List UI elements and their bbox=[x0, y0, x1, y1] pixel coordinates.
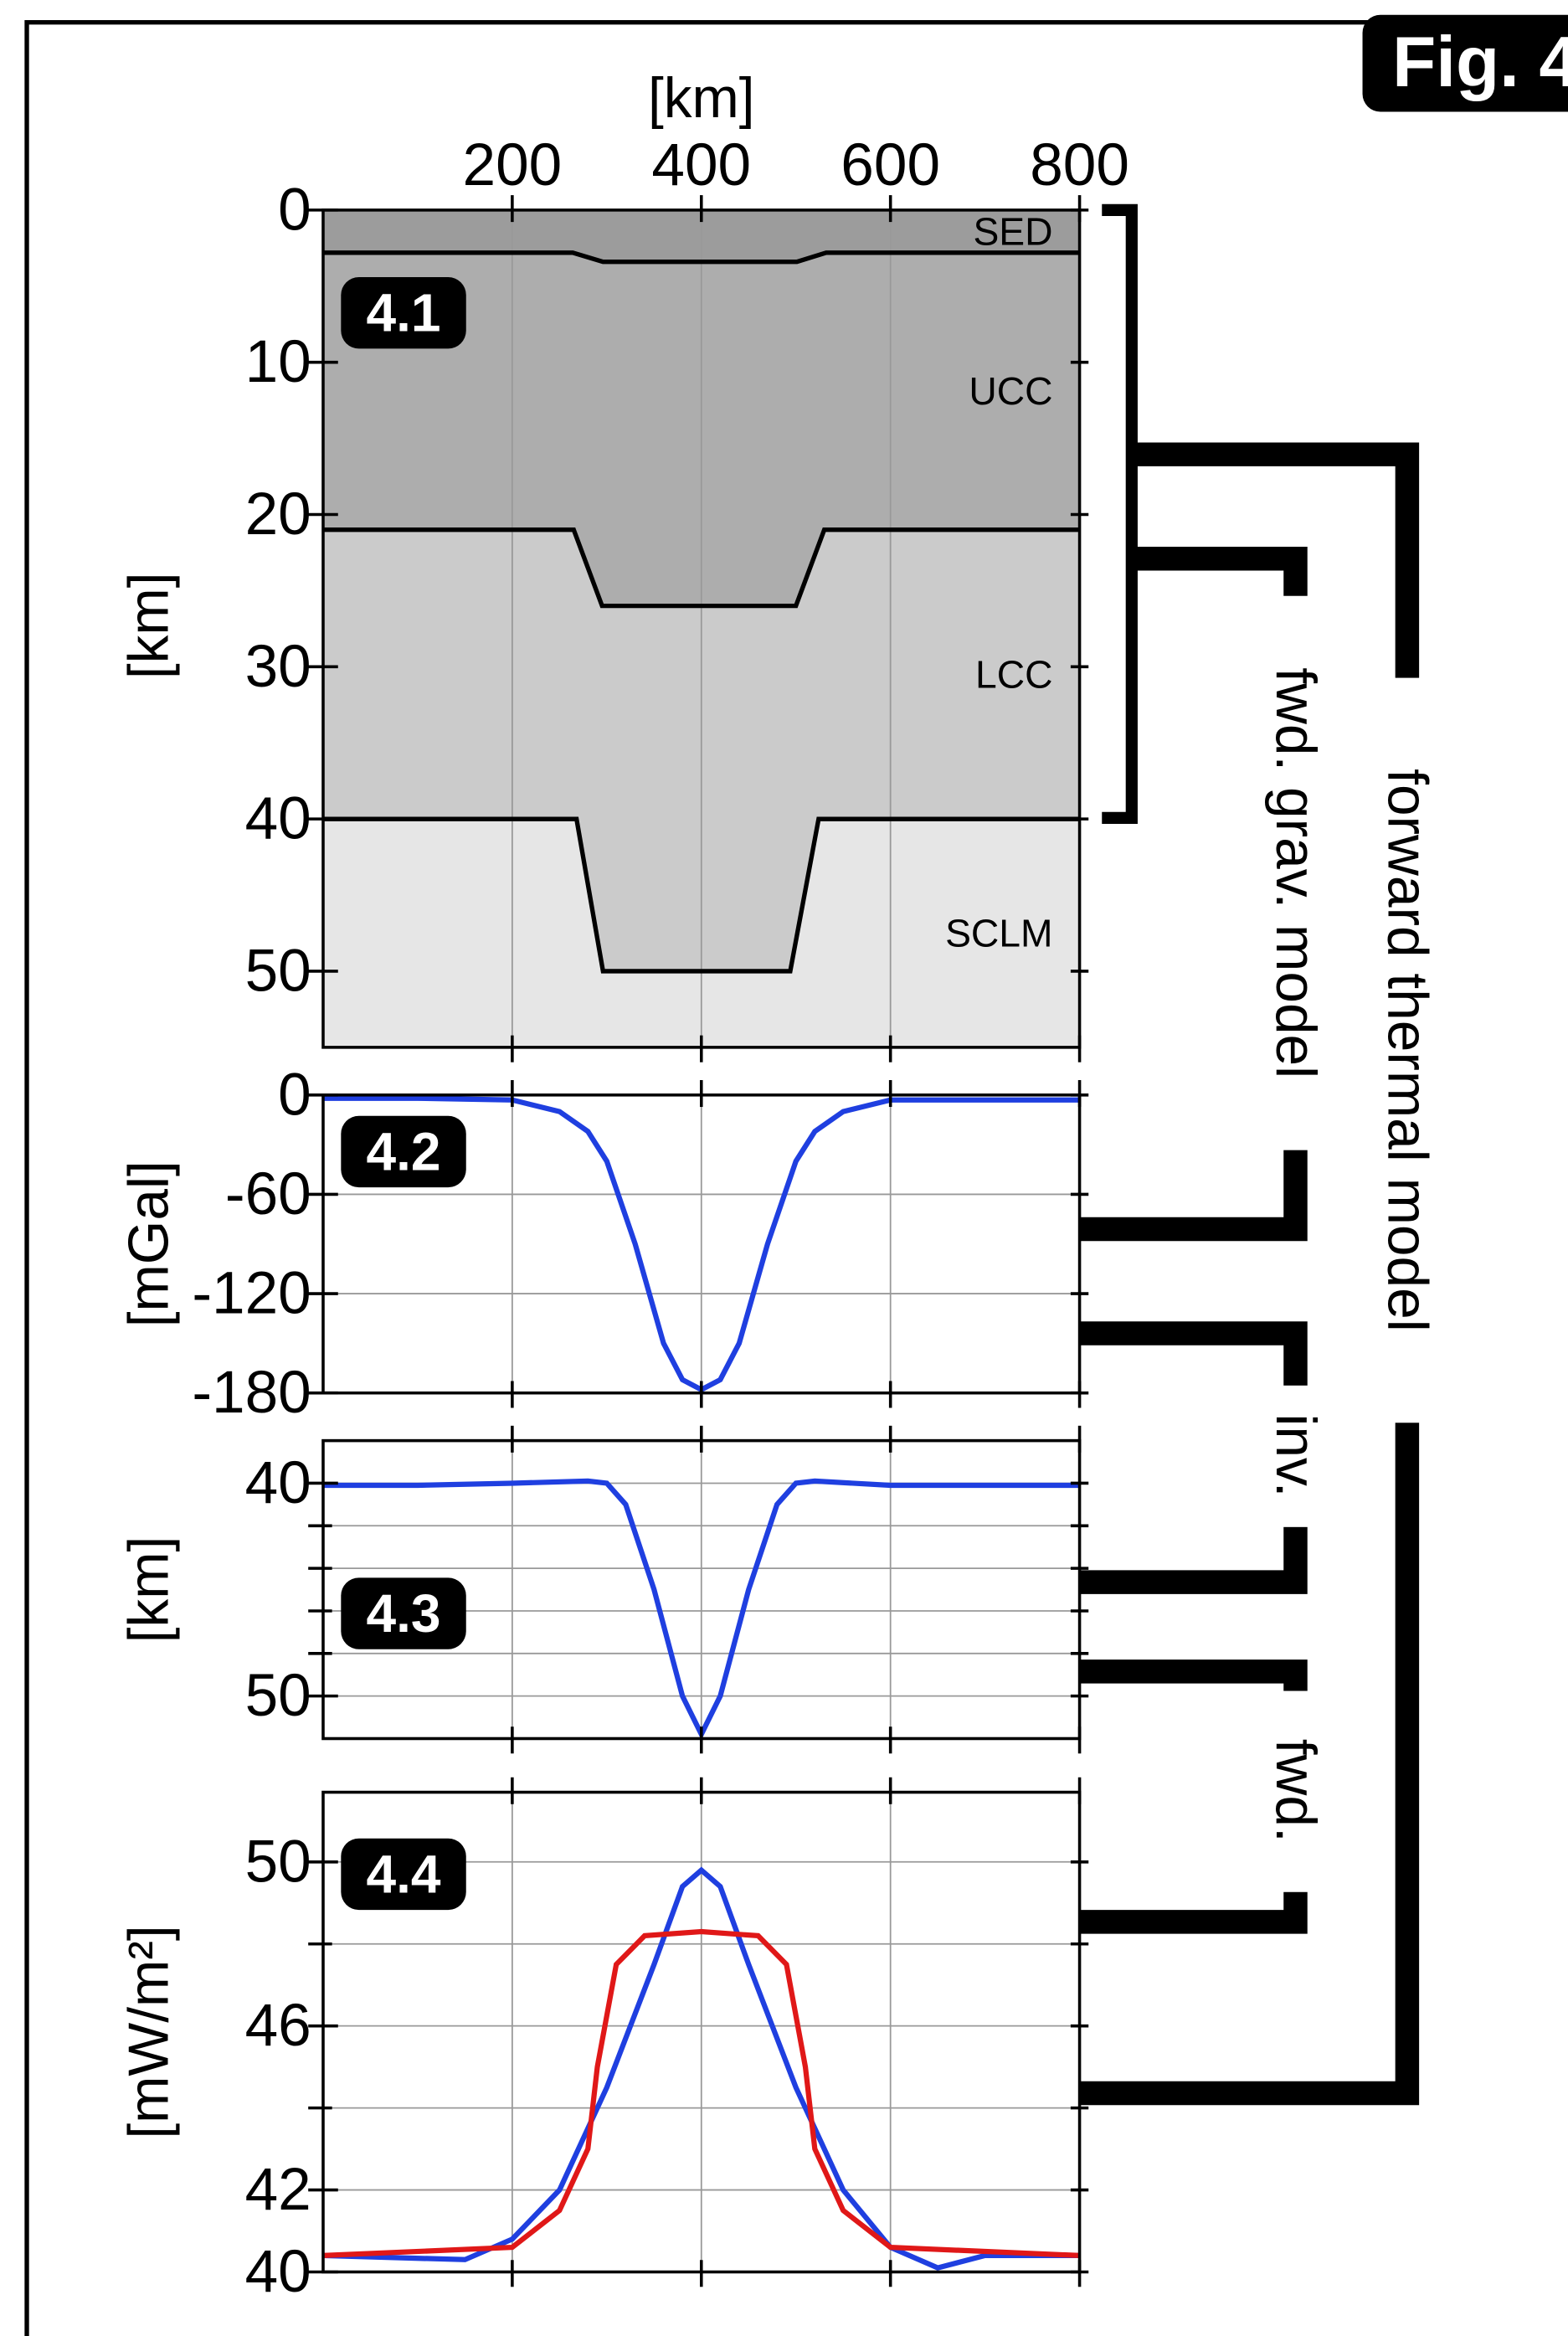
layer-label: SED bbox=[973, 209, 1052, 253]
y-axis-label: [mW/m²] bbox=[117, 1925, 180, 2138]
layer-label: UCC bbox=[969, 369, 1052, 413]
y-tick-label: 50 bbox=[245, 1663, 311, 1729]
y-tick-label: 40 bbox=[245, 1450, 311, 1516]
panel-badge bbox=[341, 1577, 466, 1649]
y-tick-label: 46 bbox=[245, 1993, 311, 2059]
data-line bbox=[322, 1928, 1080, 2259]
y-tick-label: 50 bbox=[245, 938, 311, 1004]
label-back bbox=[1264, 595, 1327, 1150]
y-axis-label: [km] bbox=[117, 1536, 180, 1644]
panel: 40 42 46 50 4.4 [mW/m²] bbox=[117, 1777, 1089, 2305]
annotation: fwd. bbox=[1264, 1739, 1327, 1843]
data-line bbox=[322, 1478, 1080, 1741]
panel-badge bbox=[341, 1115, 466, 1188]
bracket bbox=[1102, 203, 1138, 824]
y-tick-label: 0 bbox=[278, 177, 311, 243]
y-tick-label: 40 bbox=[245, 2239, 311, 2305]
arrow-line bbox=[1027, 442, 1420, 2106]
panel: 0 -60 -120 -180 4.2 [mGal] bbox=[117, 1062, 1089, 1426]
annotation: fwd. grav. model bbox=[1264, 667, 1327, 1078]
data-line bbox=[322, 1866, 1080, 2271]
y-tick-label: 30 bbox=[245, 634, 311, 700]
label-back bbox=[1264, 1385, 1327, 1527]
frame bbox=[24, 20, 1568, 2336]
annotation: forward thermal model bbox=[1375, 769, 1438, 1332]
x-tick-label: 800 bbox=[1030, 132, 1129, 198]
label-backs bbox=[1264, 595, 1439, 1892]
y-tick-label: -180 bbox=[192, 1360, 311, 1426]
panel-label: 4.3 bbox=[367, 1583, 441, 1644]
label-back bbox=[1264, 1690, 1327, 1892]
y-tick-label: -60 bbox=[225, 1161, 311, 1227]
y-tick-label: 40 bbox=[245, 786, 311, 852]
panel: 200 400 600 800 0 10 20 30 40 50 SED UCC LCC SCLM [km]… bbox=[117, 67, 1129, 1063]
x-axis-label: [km] bbox=[648, 67, 755, 130]
layer-boundary bbox=[322, 816, 1080, 974]
panel-label: 4.4 bbox=[367, 1844, 441, 1904]
y-tick-label: 20 bbox=[245, 481, 311, 548]
layer-boundary bbox=[322, 527, 1080, 609]
plot-border bbox=[321, 1790, 1082, 2274]
x-tick-label: 600 bbox=[841, 132, 940, 198]
y-tick-label: 42 bbox=[245, 2157, 311, 2223]
figure-label: Fig. 4 bbox=[1392, 23, 1568, 102]
panel-label: 4.1 bbox=[367, 283, 441, 343]
layer-label: LCC bbox=[975, 652, 1053, 696]
x-tick-label: 400 bbox=[651, 132, 751, 198]
label-back bbox=[1375, 677, 1439, 1423]
panel-badge bbox=[341, 276, 466, 349]
panel: 40 50 4.3 [km] bbox=[117, 1425, 1089, 1754]
plot-border bbox=[321, 1093, 1082, 1395]
y-tick-label: 50 bbox=[245, 1829, 311, 1895]
panel-label: 4.2 bbox=[367, 1121, 441, 1181]
annotation: inv. bbox=[1264, 1413, 1327, 1497]
y-tick-label: 10 bbox=[245, 329, 311, 395]
x-tick-label: 200 bbox=[463, 132, 563, 198]
plot-content bbox=[322, 209, 1081, 1047]
layer-label: SCLM bbox=[945, 912, 1052, 955]
panel-badge bbox=[341, 1838, 466, 1911]
y-tick-label: 0 bbox=[278, 1062, 311, 1128]
y-axis-label: [km] bbox=[117, 572, 180, 679]
plot-border bbox=[321, 208, 1082, 1049]
y-tick-label: -120 bbox=[192, 1261, 311, 1327]
layer-boundary bbox=[322, 250, 1080, 265]
y-axis-label: [mGal] bbox=[117, 1160, 180, 1327]
plot-border bbox=[321, 1438, 1082, 1741]
fig-badge bbox=[1362, 14, 1568, 112]
